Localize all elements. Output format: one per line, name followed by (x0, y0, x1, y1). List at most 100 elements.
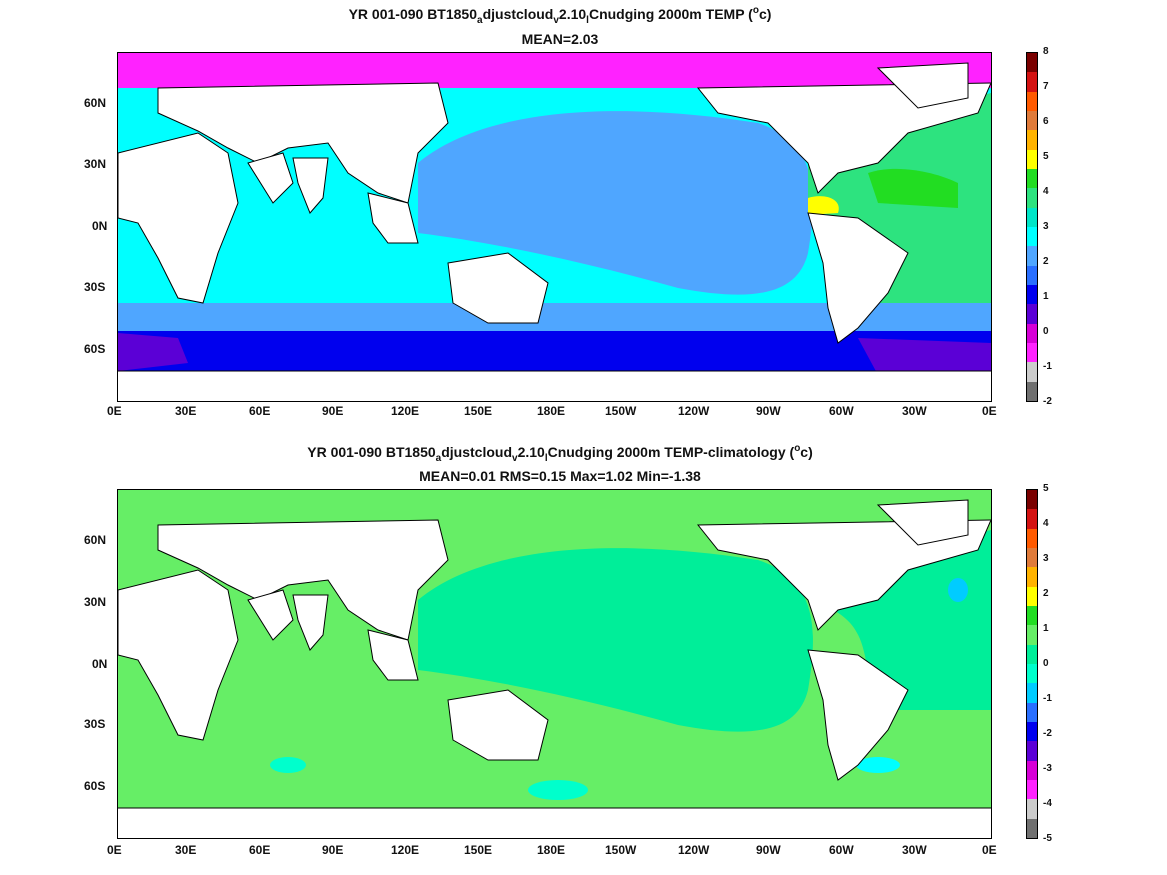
colorbar-swatch (1027, 586, 1037, 606)
colorbar-swatch (1027, 567, 1037, 587)
bottom-lon-90E: 90E (322, 843, 344, 857)
top-lat-60N: 60N (84, 96, 107, 110)
bottom-lon-180E: 180E (537, 843, 566, 857)
bottom-lat-60S: 60S (84, 779, 106, 793)
colorbar-swatch (1027, 799, 1037, 819)
colorbar-swatch (1027, 779, 1037, 800)
bottom-lat-30S: 30S (84, 717, 106, 731)
colorbar-label: -1 (1043, 693, 1052, 704)
colorbar-swatch (1027, 323, 1037, 343)
bottom-lat-0N: 0N (92, 657, 108, 671)
colorbar-swatch (1027, 625, 1037, 645)
top-lon-30E: 30E (175, 404, 197, 418)
colorbar-label: 8 (1043, 46, 1049, 57)
bottom-stats: MEAN=0.01 RMS=0.15 Max=1.02 Min=-1.38 (419, 468, 701, 484)
colorbar-label: 3 (1043, 553, 1049, 564)
colorbar-label: -2 (1043, 396, 1052, 407)
colorbar-swatch (1027, 304, 1037, 324)
bottom-lon-150E: 150E (464, 843, 493, 857)
top-lon-120E: 120E (391, 404, 420, 418)
top-lon-90W: 90W (756, 404, 781, 418)
colorbar-label: 2 (1043, 588, 1049, 599)
colorbar-swatch (1027, 547, 1037, 568)
top-lon-90E: 90E (322, 404, 344, 418)
colorbar-swatch (1027, 110, 1037, 131)
colorbar-label: -5 (1043, 833, 1052, 844)
colorbar-label: 3 (1043, 221, 1049, 232)
colorbar-swatch (1027, 760, 1037, 780)
top-title: YR 001-090 BT1850adjustcloudv2.10lCnudgi… (348, 5, 772, 26)
top-lon-60W: 60W (829, 404, 854, 418)
bottom-lon-0: 0E (107, 843, 122, 857)
top-lat-30N: 30N (84, 157, 107, 171)
top-map (117, 52, 992, 402)
colorbar-swatch (1027, 509, 1037, 529)
colorbar-swatch (1027, 149, 1037, 169)
colorbar-swatch (1027, 741, 1037, 761)
bottom-lat-60N: 60N (84, 533, 107, 547)
bottom-title: YR 001-090 BT1850adjustcloudv2.10lCnudgi… (307, 443, 813, 464)
colorbar-swatch (1027, 168, 1037, 189)
colorbar-label: 1 (1043, 623, 1049, 634)
top-lat-0N: 0N (92, 219, 108, 233)
top-stats: MEAN=2.03 (521, 31, 599, 47)
colorbar-swatch (1027, 130, 1037, 150)
colorbar-label: 0 (1043, 326, 1049, 337)
top-lon-60E: 60E (249, 404, 271, 418)
colorbar-swatch (1027, 702, 1037, 722)
colorbar-swatch (1027, 721, 1037, 742)
bottom-lon-120W: 120W (678, 843, 710, 857)
colorbar-swatch (1027, 342, 1037, 363)
colorbar-label: 6 (1043, 116, 1049, 127)
colorbar-label: -1 (1043, 361, 1052, 372)
colorbar-swatch (1027, 284, 1037, 305)
colorbar-swatch (1027, 663, 1037, 684)
bottom-lat-30N: 30N (84, 595, 107, 609)
colorbar-label: -2 (1043, 728, 1052, 739)
colorbar-swatch (1027, 265, 1037, 285)
colorbar-swatch (1027, 490, 1037, 510)
colorbar-label: 5 (1043, 151, 1049, 162)
top-lon-30W: 30W (902, 404, 927, 418)
top-lon-180E: 180E (537, 404, 566, 418)
bottom-lon-150W: 150W (605, 843, 637, 857)
colorbar-swatch (1027, 381, 1037, 401)
colorbar-label: -3 (1043, 763, 1052, 774)
colorbar-swatch (1027, 528, 1037, 548)
colorbar-swatch (1027, 644, 1037, 664)
colorbar-swatch (1027, 91, 1037, 111)
colorbar-label: -4 (1043, 798, 1052, 809)
colorbar-label: 5 (1043, 483, 1049, 494)
top-colorbar (1026, 52, 1038, 402)
colorbar-swatch (1027, 818, 1037, 838)
colorbar-swatch (1027, 362, 1037, 382)
colorbar-label: 2 (1043, 256, 1049, 267)
top-lat-30S: 30S (84, 280, 106, 294)
bottom-colorbar (1026, 489, 1038, 839)
colorbar-swatch (1027, 188, 1037, 208)
colorbar-swatch (1027, 246, 1037, 266)
colorbar-label: 7 (1043, 81, 1049, 92)
bottom-lon-120E: 120E (391, 843, 420, 857)
bottom-lon-30W: 30W (902, 843, 927, 857)
colorbar-label: 1 (1043, 291, 1049, 302)
bottom-lon-60W: 60W (829, 843, 854, 857)
colorbar-swatch (1027, 72, 1037, 92)
bottom-lon-30E: 30E (175, 843, 197, 857)
bottom-lon-0-end: 0E (982, 843, 997, 857)
top-lon-150E: 150E (464, 404, 493, 418)
colorbar-swatch (1027, 226, 1037, 247)
top-lon-0: 0E (107, 404, 122, 418)
top-lon-120W: 120W (678, 404, 710, 418)
bottom-lon-60E: 60E (249, 843, 271, 857)
colorbar-label: 0 (1043, 658, 1049, 669)
colorbar-label: 4 (1043, 518, 1049, 529)
top-lon-150W: 150W (605, 404, 637, 418)
bottom-lon-90W: 90W (756, 843, 781, 857)
colorbar-swatch (1027, 605, 1037, 626)
bottom-map (117, 489, 992, 839)
top-lon-0-end: 0E (982, 404, 997, 418)
colorbar-swatch (1027, 683, 1037, 703)
colorbar-swatch (1027, 53, 1037, 73)
colorbar-label: 4 (1043, 186, 1049, 197)
